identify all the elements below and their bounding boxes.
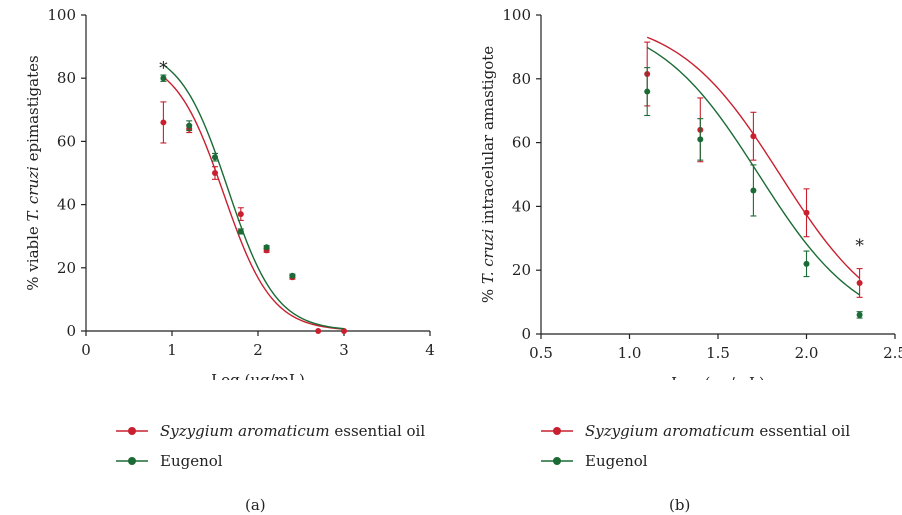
chart0-y-tick-label: 0 [66,322,76,340]
chart1-x-tick-label: 0.5 [529,344,553,362]
chart1-y-tick-label: 60 [512,134,531,152]
chart0-series1-point [212,154,218,161]
chart1-y-tick-label: 40 [512,197,531,215]
legend-marker-dot [128,427,136,435]
chart1-series1-point [750,187,757,194]
chart0-y-axis-label-post: epimastigates [24,55,42,166]
chart0-y-tick-label: 100 [47,6,76,24]
chart0-y-tick-label: 40 [57,196,76,214]
legend-marker-dot [128,457,136,465]
legend-label: Eugenol [585,452,648,470]
chart0-series1-point [160,75,167,82]
chart0-series1-point [263,244,270,251]
chart0-series1-fit-line [162,64,345,330]
chart0-series1-point [237,228,244,235]
legend-a: Syzygium aromaticum essential oil Eugenol [116,416,425,476]
chart0-series0-point [212,170,218,176]
chart1-series0-point [750,133,757,140]
chart1-x-axis-label: Log (μg/mL) [671,374,765,380]
chart0-x-tick-label: 1 [167,341,177,359]
chart1-y-tick-label: 0 [521,325,531,343]
legend-label-species: Syzygium aromaticum [160,422,330,440]
legend-label-text: essential oil [754,422,851,440]
chart0-series0-point [315,328,322,334]
chart0-series1-point [186,122,193,129]
legend-item: Syzygium aromaticum essential oil [116,416,425,446]
chart1-y-axis-label: % T. cruzi intracelular amastigote [479,46,497,303]
legend-label-text: Eugenol [160,452,223,470]
legend-label: Syzygium aromaticum essential oil [585,422,850,440]
chart0-x-tick-label: 0 [81,341,91,359]
caption-b: (b) [669,496,691,514]
legend-label-text: Eugenol [585,452,648,470]
chart0-significance-mark: * [159,58,168,78]
chart1-series1-point [803,260,810,267]
chart1-x-tick-label: 1.5 [706,344,730,362]
chart1-y-tick-label: 20 [512,261,531,279]
chart1-significance-mark: * [855,236,864,256]
chart1-x-tick-label: 2.0 [795,344,819,362]
legend-label: Eugenol [160,452,223,470]
caption-a: (a) [245,496,266,514]
legend-marker [541,457,573,465]
legend-label: Syzygium aromaticum essential oil [160,422,425,440]
legend-marker-dot [553,457,561,465]
chart0-y-axis-label-species: T. cruzi [24,166,42,221]
legend-label-species: Syzygium aromaticum [585,422,755,440]
chart0-y-tick-label: 60 [57,132,76,150]
chart0-x-tick-label: 2 [253,341,263,359]
legend-label-text: essential oil [329,422,426,440]
legend-item: Eugenol [116,446,425,476]
chart0-series0-point [341,328,347,334]
chart1-y-axis-label-species: T. cruzi [479,229,497,284]
chart0-series0-point [237,211,244,218]
chart0-x-tick-label: 3 [339,341,349,359]
chart1-series1-point [644,88,651,95]
legend-marker-dot [553,427,561,435]
legend-marker [116,427,148,435]
chart0-y-axis-label: % viable T. cruzi epimastigates [24,55,42,290]
chart0-x-axis-label: Log (μg/mL) [211,371,305,380]
chart1-y-axis-label-post: intracelular amastigote [479,46,497,229]
legend-marker [541,427,573,435]
chart1-series0-point [856,279,863,286]
chart0-series0-fit-line [162,76,345,330]
legend-marker [116,457,148,465]
chart1-x-tick-label: 2.5 [883,344,902,362]
chart1-series0-point [803,209,810,216]
legend-item: Syzygium aromaticum essential oil [541,416,850,446]
chart0-x-tick-label: 4 [425,341,435,359]
chart-panel-b: 0.5 1.0 1.5 2.0 2.5 0 20 40 60 80 100 Log (μg/mL) % … [479,6,902,380]
legend-item: Eugenol [541,446,850,476]
chart1-series1-point [697,136,704,143]
chart1-y-axis-label-pre: % [479,284,497,303]
chart0-y-axis-label-pre: % viable [24,221,42,290]
chart0-series0-point [160,119,167,126]
chart1-series1-point [856,311,863,318]
chart1-y-tick-label: 100 [502,6,531,24]
legend-b: Syzygium aromaticum essential oil Eugenol [541,416,850,476]
chart1-x-tick-label: 1.0 [618,344,642,362]
chart0-series1-point [289,272,296,279]
chart1-y-tick-label: 80 [512,70,531,88]
chart0-y-tick-label: 80 [57,69,76,87]
chart0-y-tick-label: 20 [57,259,76,277]
